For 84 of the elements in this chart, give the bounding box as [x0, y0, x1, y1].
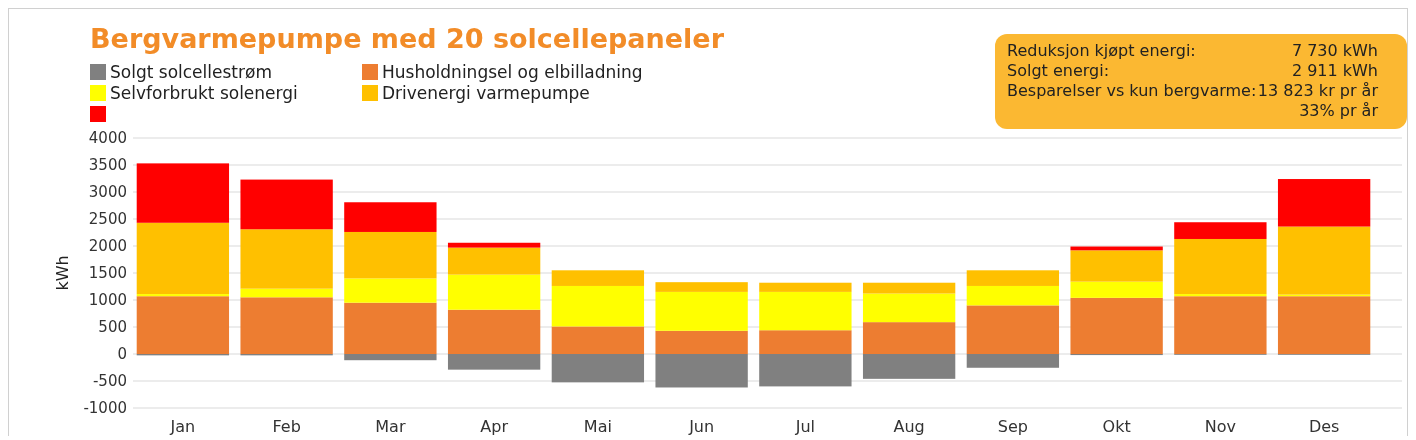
bar	[655, 330, 748, 354]
bar	[1174, 238, 1267, 295]
bar	[655, 354, 748, 388]
x-tick-label: Aug	[893, 417, 925, 436]
bar	[447, 242, 541, 248]
bar	[655, 291, 748, 331]
bar	[447, 354, 541, 370]
bar	[862, 354, 956, 379]
bar	[1277, 296, 1371, 354]
x-tick-label: Sep	[997, 417, 1028, 436]
bar	[1277, 226, 1371, 295]
bar	[447, 247, 541, 275]
legend-label: Drivenergi varmepumpe	[382, 83, 590, 103]
x-tick-label: Jun	[688, 417, 715, 436]
legend-label: Selvforbrukt solenergi	[110, 83, 298, 103]
bar	[1070, 281, 1163, 298]
bar	[240, 288, 333, 298]
bar	[862, 282, 956, 294]
y-tick-label: -500	[92, 372, 127, 390]
bar	[655, 282, 748, 292]
y-tick-label: 2000	[88, 237, 127, 255]
bar	[136, 294, 230, 297]
bar	[759, 354, 852, 387]
x-tick-label: Jul	[794, 417, 816, 436]
bar	[344, 202, 437, 232]
bar	[966, 354, 1060, 368]
bar	[966, 285, 1060, 306]
chart-title: Bergvarmepumpe med 20 solcellepaneler	[90, 23, 725, 54]
bar	[759, 282, 852, 292]
x-tick-label: Des	[1308, 417, 1340, 436]
text: 2 911 kWh	[1291, 61, 1378, 80]
bar	[136, 163, 230, 223]
bar	[759, 330, 852, 354]
y-tick-label: 1500	[88, 264, 127, 282]
text: Solgt energi:	[1007, 61, 1110, 80]
bar	[240, 297, 333, 354]
x-tick-label: Nov	[1204, 417, 1236, 436]
bar	[447, 309, 541, 354]
y-tick-label: 0	[117, 345, 127, 363]
legend-label: Husholdningsel og elbilladning	[382, 62, 643, 82]
bar	[1174, 294, 1267, 297]
bar	[240, 179, 333, 230]
y-tick-label: 3000	[88, 183, 127, 201]
bar	[344, 278, 437, 303]
text: 7 730 kWh	[1291, 41, 1378, 60]
bar	[136, 222, 230, 295]
x-tick-label: Feb	[272, 417, 301, 436]
text: 13 823 kr pr år	[1257, 81, 1379, 100]
bar	[966, 270, 1060, 286]
bar	[551, 270, 645, 286]
y-tick-label: 4000	[88, 129, 127, 147]
bar	[1070, 297, 1163, 354]
bar	[551, 326, 645, 354]
x-tick-label: Apr	[480, 417, 509, 436]
legend-label: Solgt solcellestrøm	[110, 62, 272, 82]
bar	[344, 354, 437, 361]
bar	[1277, 179, 1371, 227]
bar	[344, 302, 437, 354]
text: Reduksjon kjøpt energi:	[1007, 41, 1196, 60]
x-tick-label: Jan	[169, 417, 196, 436]
bar	[551, 354, 645, 383]
x-tick-label: Mar	[375, 417, 406, 436]
text: 33% pr år	[1299, 101, 1379, 120]
bar	[136, 296, 230, 354]
x-tick-label: Mai	[583, 417, 612, 436]
text: Besparelser vs kun bergvarme:	[1007, 81, 1257, 100]
x-tick-label: Okt	[1102, 417, 1131, 436]
bar	[862, 322, 956, 354]
y-tick-label: 2500	[88, 210, 127, 228]
bar	[862, 293, 956, 323]
bar	[759, 291, 852, 331]
y-axis-title: kWh	[53, 255, 72, 291]
bar	[1070, 250, 1163, 282]
bar	[1174, 222, 1267, 239]
y-tick-label: 1000	[88, 291, 127, 309]
bar	[344, 231, 437, 279]
y-tick-label: 3500	[88, 156, 127, 174]
bar	[551, 285, 645, 327]
bar	[447, 274, 541, 310]
y-tick-label: 500	[98, 318, 127, 336]
bar	[1174, 296, 1267, 354]
bar	[966, 305, 1060, 354]
y-tick-label: -1000	[83, 399, 127, 417]
bar	[240, 229, 333, 289]
